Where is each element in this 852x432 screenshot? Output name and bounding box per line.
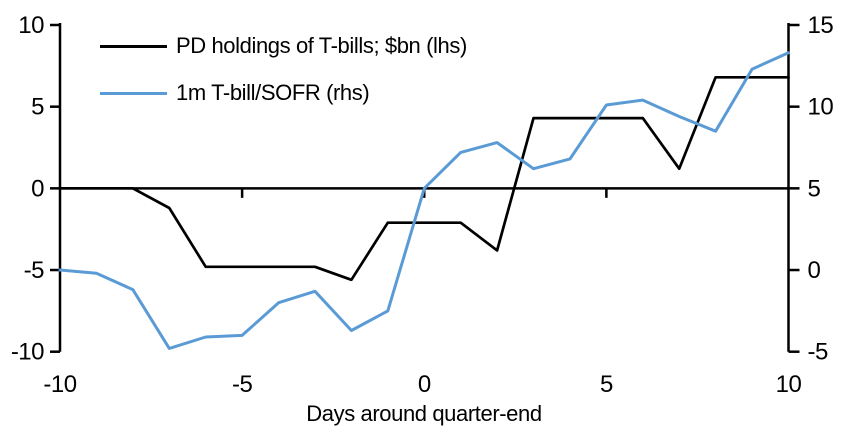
legend-line-blue-icon bbox=[100, 91, 167, 95]
legend-line-black-icon bbox=[100, 44, 167, 48]
legend-label: PD holdings of T-bills; $bn (lhs) bbox=[176, 33, 467, 58]
legend-label: 1m T-bill/SOFR (rhs) bbox=[176, 80, 370, 105]
x-axis-title: Days around quarter-end bbox=[306, 401, 542, 426]
legend-item-pd-holdings: PD holdings of T-bills; $bn (lhs) bbox=[100, 33, 467, 59]
svg-text:5: 5 bbox=[808, 175, 821, 202]
svg-text:10: 10 bbox=[776, 371, 802, 398]
x-axis-labels: -10 -5 0 5 10 bbox=[43, 371, 802, 398]
svg-text:0: 0 bbox=[808, 257, 821, 284]
svg-text:-5: -5 bbox=[808, 339, 828, 366]
svg-text:10: 10 bbox=[808, 94, 834, 121]
series-line-pd-holdings bbox=[58, 75, 790, 282]
svg-text:-10: -10 bbox=[11, 339, 44, 366]
svg-text:-10: -10 bbox=[43, 371, 76, 398]
svg-text:5: 5 bbox=[31, 94, 44, 121]
legend-item-tbill-sofr: 1m T-bill/SOFR (rhs) bbox=[100, 80, 467, 106]
svg-text:-5: -5 bbox=[232, 371, 252, 398]
left-axis: 10 5 0 -5 -10 bbox=[11, 12, 62, 366]
right-axis: 15 10 5 0 -5 bbox=[787, 12, 834, 366]
svg-text:10: 10 bbox=[18, 12, 44, 39]
svg-text:0: 0 bbox=[418, 371, 431, 398]
svg-text:15: 15 bbox=[808, 12, 834, 39]
legend: PD holdings of T-bills; $bn (lhs) 1m T-b… bbox=[100, 33, 467, 106]
series-line-tbill-sofr bbox=[58, 51, 790, 350]
svg-text:-5: -5 bbox=[24, 257, 44, 284]
svg-text:0: 0 bbox=[31, 175, 44, 202]
svg-text:5: 5 bbox=[600, 371, 613, 398]
